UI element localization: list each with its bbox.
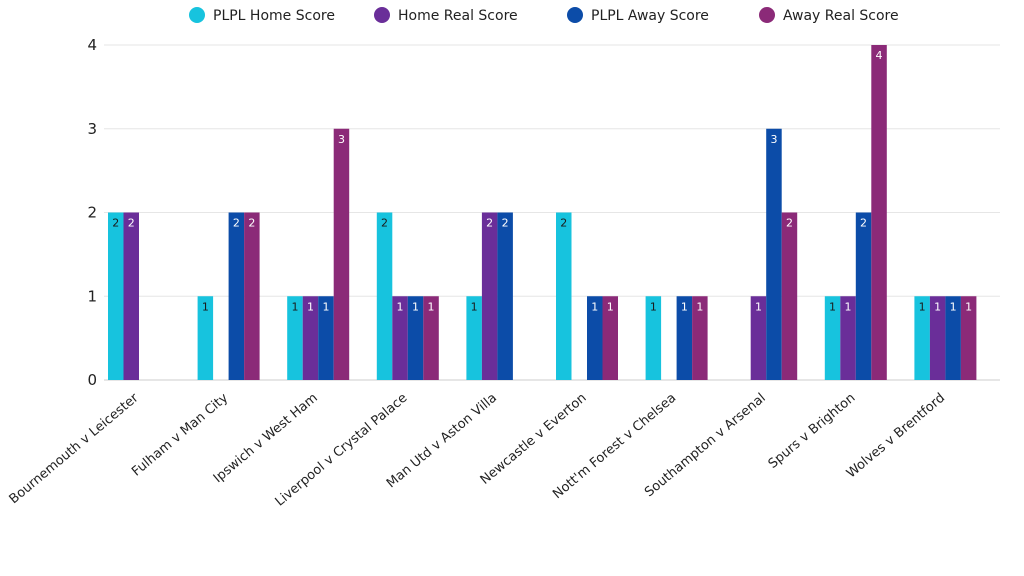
- bar[interactable]: [123, 212, 140, 381]
- bar-value-label: 2: [560, 217, 567, 230]
- bar-value-label: 2: [502, 217, 509, 230]
- bar[interactable]: [376, 212, 393, 381]
- y-tick-label: 1: [87, 287, 97, 305]
- bar[interactable]: [392, 296, 408, 380]
- bar[interactable]: [602, 296, 619, 380]
- bar[interactable]: [556, 212, 572, 381]
- bar-value-label: 1: [322, 300, 329, 313]
- legend-label[interactable]: Away Real Score: [783, 8, 899, 24]
- bar[interactable]: [960, 296, 977, 380]
- bar[interactable]: [750, 296, 767, 380]
- x-tick-label: Wolves v Brentford: [844, 391, 948, 482]
- bar[interactable]: [497, 212, 513, 381]
- bar[interactable]: [318, 296, 334, 380]
- bar-value-label: 1: [412, 300, 419, 313]
- bar-value-label: 1: [845, 300, 852, 313]
- bar[interactable]: [692, 296, 708, 380]
- bar-value-label: 1: [591, 300, 598, 313]
- bar[interactable]: [244, 212, 260, 381]
- bar[interactable]: [676, 296, 693, 380]
- bar[interactable]: [287, 296, 303, 380]
- bar-value-label: 1: [950, 300, 957, 313]
- legend-label[interactable]: PLPL Away Score: [591, 8, 709, 24]
- bar[interactable]: [423, 296, 439, 380]
- bar-value-label: 2: [786, 217, 793, 230]
- bar[interactable]: [333, 128, 350, 380]
- bar[interactable]: [929, 296, 946, 380]
- bar-value-label: 1: [681, 300, 688, 313]
- y-axis: 0 1 2 3 4: [87, 36, 97, 389]
- bar-value-label: 2: [248, 217, 255, 230]
- bar-value-label: 1: [965, 300, 972, 313]
- bar[interactable]: [197, 296, 214, 380]
- bar-value-label: 1: [307, 300, 314, 313]
- bar[interactable]: [108, 212, 124, 381]
- x-tick-label: Fulham v Man City: [129, 390, 231, 479]
- bar[interactable]: [228, 212, 245, 381]
- bar-value-label: 1: [202, 300, 209, 313]
- bar-value-label: 2: [381, 217, 388, 230]
- bar-value-label: 1: [397, 300, 404, 313]
- bar-value-label: 1: [829, 300, 836, 313]
- bar-value-label: 2: [860, 217, 867, 230]
- bar[interactable]: [914, 296, 930, 380]
- bar[interactable]: [840, 296, 856, 380]
- y-tick-label: 0: [87, 371, 97, 389]
- y-tick-label: 4: [87, 36, 97, 54]
- bar[interactable]: [766, 128, 782, 380]
- x-tick-label: Bournemouth v Leicester: [7, 390, 142, 507]
- bar[interactable]: [587, 296, 603, 380]
- bar-value-label: 4: [876, 49, 883, 62]
- legend-label[interactable]: Home Real Score: [398, 8, 518, 24]
- bar-value-label: 2: [486, 217, 493, 230]
- bar[interactable]: [945, 296, 961, 380]
- legend-swatch: [374, 7, 390, 23]
- bar-value-label: 1: [934, 300, 941, 313]
- bar-value-label: 1: [471, 300, 478, 313]
- y-tick-label: 2: [87, 204, 97, 222]
- legend-label[interactable]: PLPL Home Score: [213, 8, 335, 24]
- bar[interactable]: [407, 296, 424, 380]
- legend-swatch: [567, 7, 583, 23]
- bar[interactable]: [871, 45, 887, 380]
- bar-value-label: 2: [233, 217, 240, 230]
- chart-legend: PLPL Home Score Home Real Score PLPL Away …: [189, 7, 899, 24]
- bar[interactable]: [466, 296, 482, 380]
- bar-value-label: 2: [128, 217, 135, 230]
- bar-value-label: 1: [919, 300, 926, 313]
- bar-value-label: 1: [291, 300, 298, 313]
- x-tick-label: Spurs v Brighton: [766, 391, 859, 472]
- bar-value-label: 1: [428, 300, 435, 313]
- y-tick-label: 3: [87, 120, 97, 138]
- bar-value-label: 3: [770, 133, 777, 146]
- bar-value-label: 1: [650, 300, 657, 313]
- bar[interactable]: [824, 296, 841, 380]
- bar[interactable]: [855, 212, 872, 381]
- bar[interactable]: [781, 212, 798, 381]
- bar[interactable]: [302, 296, 319, 380]
- legend-swatch: [189, 7, 205, 23]
- legend-swatch: [759, 7, 775, 23]
- bar-value-label: 3: [338, 133, 345, 146]
- bar-value-label: 1: [755, 300, 762, 313]
- bar[interactable]: [481, 212, 498, 381]
- bar-value-label: 1: [696, 300, 703, 313]
- bar-value-label: 1: [607, 300, 614, 313]
- bar[interactable]: [645, 296, 662, 380]
- bar-value-label: 2: [112, 217, 119, 230]
